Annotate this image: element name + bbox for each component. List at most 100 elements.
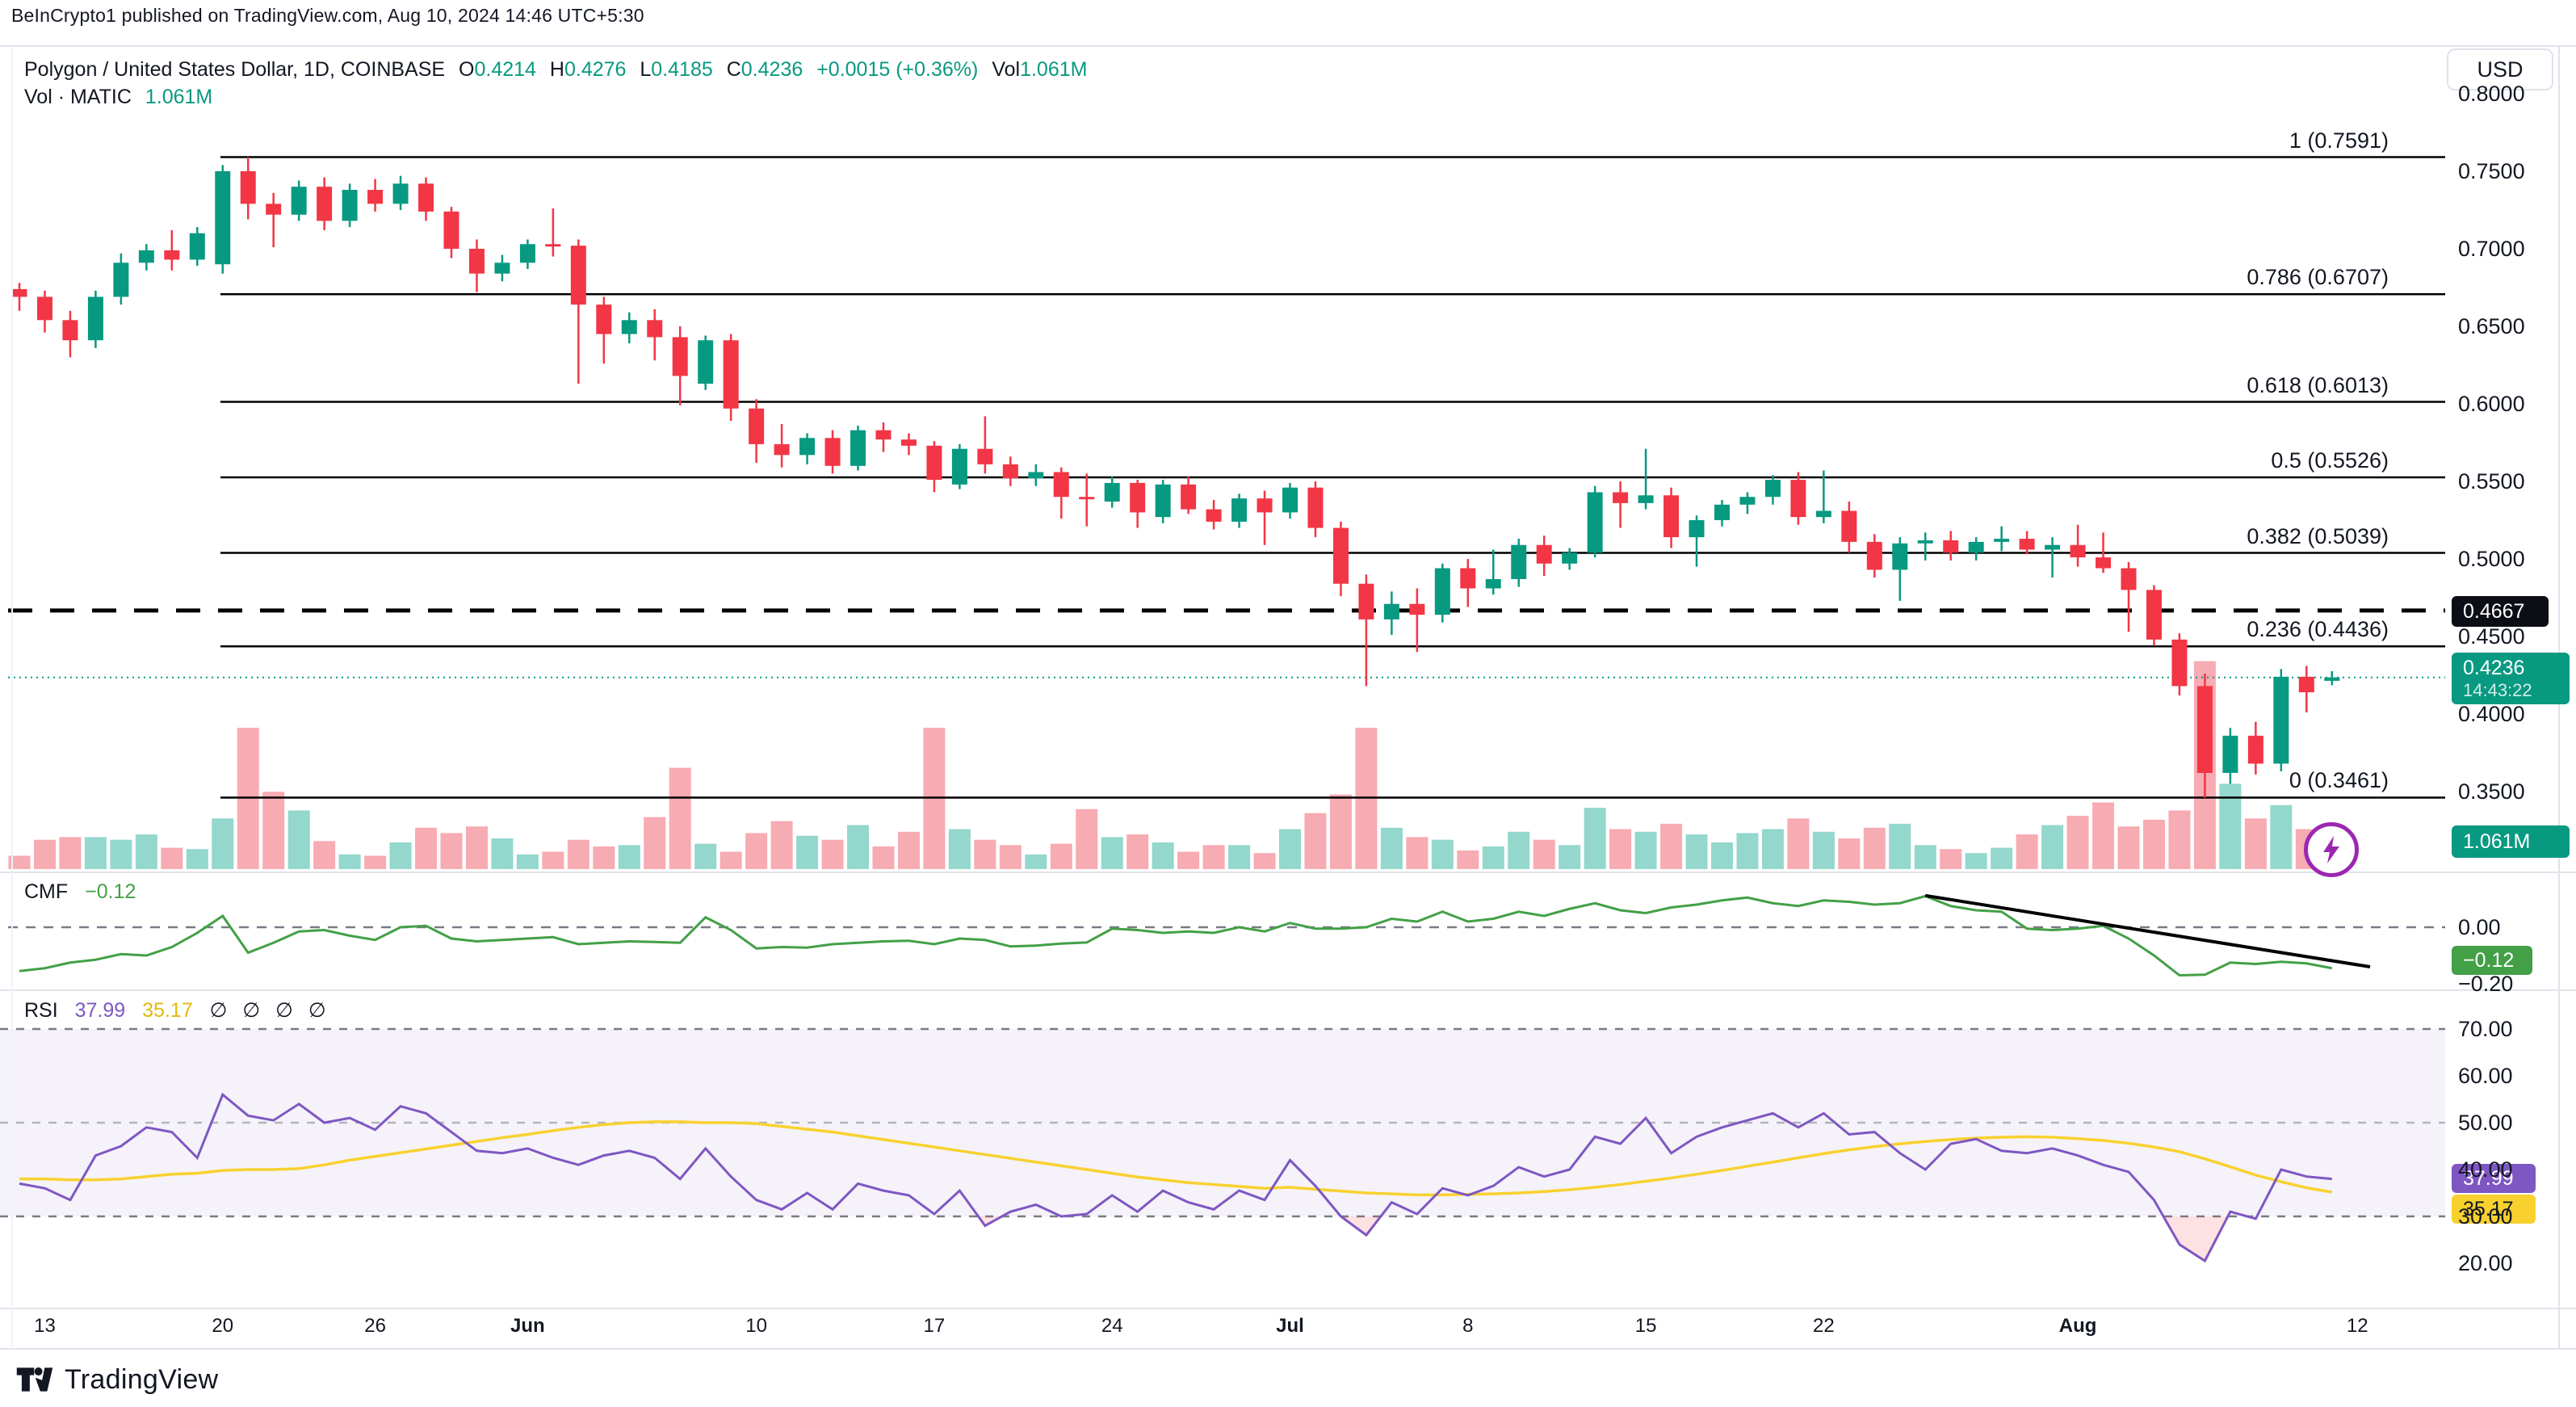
rsi-axis-label[interactable]: 50.00	[2458, 1111, 2513, 1135]
volume-bar	[669, 767, 691, 869]
price-axis-label[interactable]: 0.5000	[2458, 547, 2525, 571]
candle-body	[367, 190, 384, 204]
fib-level-label: 0 (0.3461)	[2289, 768, 2389, 793]
candle-body	[1358, 583, 1374, 620]
price-axis-label[interactable]: 0.8000	[2458, 82, 2525, 106]
volume-bar	[1812, 831, 1835, 869]
price-axis-label[interactable]: 0.4000	[2458, 702, 2525, 726]
currency-toggle-button[interactable]: USD	[2447, 48, 2553, 90]
price-axis-label[interactable]: 0.3500	[2458, 779, 2525, 804]
volume-bar	[1863, 827, 1886, 869]
volume-bar	[2066, 816, 2089, 869]
candle-body	[2171, 639, 2188, 687]
time-axis-label[interactable]: 20	[212, 1315, 234, 1337]
time-axis-label[interactable]: 13	[34, 1315, 56, 1337]
fib-level-label: 0.618 (0.6013)	[2247, 372, 2389, 397]
volume-bar	[33, 839, 56, 869]
rsi-ma-value: 35.17	[142, 999, 193, 1022]
volume-bar	[999, 845, 1022, 869]
time-axis-label[interactable]: 15	[1634, 1315, 1657, 1337]
candle-body	[1002, 464, 1018, 479]
rsi-value: 37.99	[74, 999, 126, 1022]
time-axis-label[interactable]: Jun	[510, 1315, 545, 1337]
price-axis-label[interactable]: 0.6500	[2458, 314, 2525, 338]
cmf-axis-label[interactable]: −0.20	[2458, 972, 2514, 996]
time-axis-label[interactable]: 22	[1813, 1315, 1835, 1337]
volume-bar	[872, 846, 895, 869]
time-axis-label[interactable]: 17	[923, 1315, 946, 1337]
candle-body	[1053, 472, 1069, 498]
price-axis-label[interactable]: 0.6000	[2458, 392, 2525, 416]
candle-body	[647, 320, 663, 338]
flash-button[interactable]	[2304, 822, 2359, 877]
price-axis-label[interactable]: 0.5500	[2458, 469, 2525, 494]
volume-bar	[1660, 823, 1683, 869]
volume-bar	[1126, 834, 1149, 869]
volume-bar	[1025, 854, 1047, 869]
low-label: L	[640, 58, 652, 81]
volume-bar	[212, 818, 234, 869]
candle-body	[723, 340, 739, 409]
volume-legend[interactable]: Vol · MATIC 1.061M	[24, 86, 220, 109]
rsi-pane-legend[interactable]: RSI 37.99 35.17 ∅ ∅ ∅ ∅	[24, 998, 342, 1023]
rsi-axis-label[interactable]: 20.00	[2458, 1251, 2513, 1275]
price-axis-label[interactable]: 0.7500	[2458, 159, 2525, 183]
candle-body	[11, 288, 27, 297]
fib-dashed-price-badge: 0.4667	[2452, 596, 2549, 627]
symbol-legend[interactable]: Polygon / United States Dollar, 1D, COIN…	[24, 58, 1095, 82]
cmf-trendline[interactable]	[1924, 893, 2371, 968]
volume-bar	[1940, 849, 1962, 869]
candle-body	[36, 296, 52, 321]
rsi-axis-label[interactable]: 70.00	[2458, 1017, 2513, 1041]
volume-bar	[745, 833, 768, 869]
volume-bar	[796, 835, 819, 869]
candle-body	[1332, 527, 1349, 584]
rsi-oversold-fill	[2163, 1216, 2228, 1262]
volume-bar	[1889, 823, 1911, 869]
candle-body	[2146, 590, 2162, 640]
candle-body	[519, 244, 535, 263]
volume-bar	[186, 849, 208, 869]
volume-bar	[262, 792, 285, 869]
time-axis-label[interactable]: 24	[1101, 1315, 1123, 1337]
cmf-value: −0.12	[85, 880, 136, 903]
volume-bar	[516, 854, 539, 869]
time-axis-label[interactable]: 12	[2346, 1315, 2368, 1337]
rsi-axis-label[interactable]: 40.00	[2458, 1157, 2513, 1182]
cmf-pane-legend[interactable]: CMF −0.12	[24, 880, 147, 904]
time-axis-label[interactable]: 8	[1462, 1315, 1474, 1337]
volume-bar	[2244, 818, 2267, 869]
candle-body	[1866, 541, 1882, 570]
price-axis-label[interactable]: 0.4500	[2458, 624, 2525, 649]
volume-bar	[1329, 794, 1352, 869]
candle-body	[1714, 504, 1730, 520]
volume-bar	[694, 843, 717, 869]
rsi-axis-label[interactable]: 60.00	[2458, 1064, 2513, 1088]
time-axis-label[interactable]: Aug	[2058, 1315, 2097, 1337]
candle-body	[2324, 677, 2340, 681]
candle-body	[1994, 539, 2010, 542]
volume-bar	[2142, 819, 2165, 869]
cmf-axis-label[interactable]: 0.00	[2458, 915, 2501, 939]
tradingview-attribution[interactable]: TradingView	[16, 1363, 218, 1396]
symbol-title[interactable]: Polygon / United States Dollar, 1D, COIN…	[24, 58, 446, 81]
volume-bar	[618, 845, 640, 869]
candle-body	[1536, 544, 1552, 564]
candle-body	[850, 430, 866, 466]
rsi-axis-label[interactable]: 30.00	[2458, 1204, 2513, 1228]
volume-bar	[1914, 845, 1936, 869]
cmf-badge: −0.12	[2452, 946, 2532, 975]
candle-body	[1155, 484, 1171, 518]
candle-body	[749, 408, 765, 444]
candle-body	[1917, 540, 1933, 544]
volume-bar	[1431, 839, 1454, 869]
open-label: O	[459, 58, 475, 81]
time-axis-label[interactable]: 10	[745, 1315, 767, 1337]
time-axis-label[interactable]: Jul	[1276, 1315, 1304, 1337]
volume-bar	[1965, 853, 1987, 869]
candle-body	[164, 250, 180, 260]
price-axis-label[interactable]: 0.7000	[2458, 237, 2525, 261]
time-axis-label[interactable]: 26	[364, 1315, 386, 1337]
candle-body	[494, 262, 510, 274]
